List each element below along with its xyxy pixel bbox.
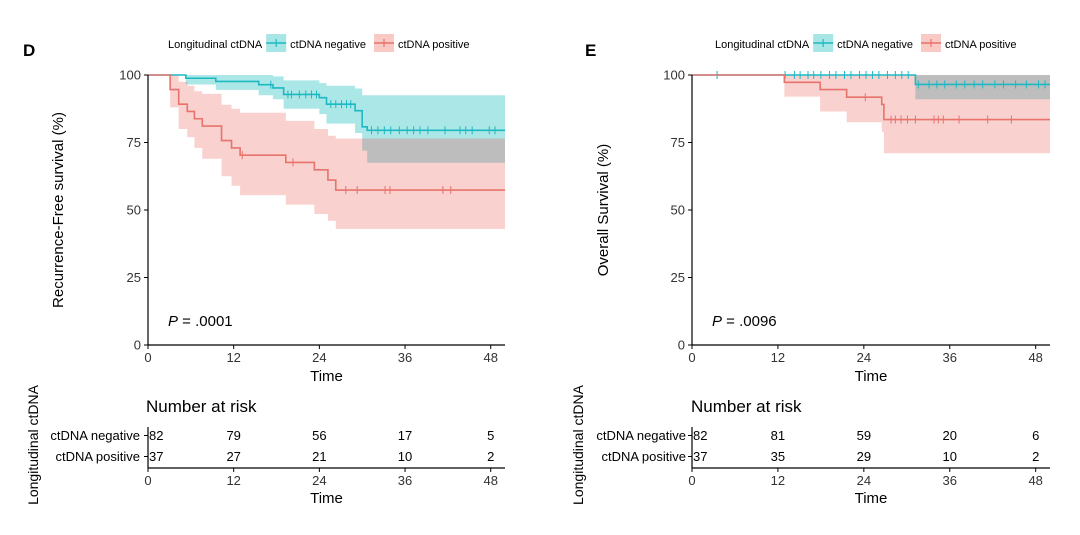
x-tick-label: 0 — [688, 350, 695, 365]
x-tick-label: 48 — [483, 350, 497, 365]
risk-count: 82 — [149, 428, 163, 443]
y-axis-title: Recurrence-Free survival (%) — [50, 112, 67, 308]
km-curve-positive — [148, 74, 505, 191]
risk-x-tick-label: 48 — [483, 473, 497, 488]
risk-strata-title: Longitudinal ctDNA — [25, 384, 41, 505]
risk-count: 2 — [487, 449, 494, 464]
risk-row-label: ctDNA negative — [596, 428, 686, 443]
risk-x-tick-label: 0 — [688, 473, 695, 488]
y-tick-label: 75 — [671, 135, 685, 150]
risk-table-title: Number at risk — [146, 397, 257, 416]
risk-x-tick-label: 36 — [398, 473, 412, 488]
panel-d: D Longitudinal ctDNA ctDNA negative ctDNA p… — [23, 34, 505, 507]
ci-band-overlap — [692, 75, 1050, 100]
x-tick-label: 24 — [312, 350, 326, 365]
risk-x-tick-label: 0 — [144, 473, 151, 488]
y-tick-label: 25 — [127, 270, 141, 285]
risk-table: Number at risk Longitudinal ctDNA ctDNA ne… — [25, 384, 505, 507]
panel-letter: E — [585, 41, 596, 60]
y-tick-label: 0 — [134, 338, 141, 353]
risk-x-tick-label: 36 — [943, 473, 957, 488]
legend-entry-0: ctDNA negative — [837, 39, 913, 51]
p-value: P = .0096 — [712, 313, 777, 330]
x-tick-label: 36 — [398, 350, 412, 365]
risk-x-tick-label: 12 — [226, 473, 240, 488]
y-tick-label: 100 — [663, 68, 685, 83]
panel-e: E Longitudinal ctDNA ctDNA negative ctDNA p… — [570, 34, 1050, 507]
y-tick-label: 100 — [119, 68, 141, 83]
legend: Longitudinal ctDNA ctDNA negative ctDNA po… — [168, 34, 470, 52]
risk-table-title: Number at risk — [691, 397, 802, 416]
risk-x-tick-label: 48 — [1028, 473, 1042, 488]
y-tick-label: 25 — [671, 270, 685, 285]
x-tick-label: 0 — [144, 350, 151, 365]
x-axis-title: Time — [310, 368, 343, 385]
km-curve-positive — [692, 74, 1050, 121]
risk-count: 10 — [943, 449, 957, 464]
km-curve-negative — [148, 74, 505, 132]
risk-x-tick-label: 12 — [771, 473, 785, 488]
risk-count: 29 — [857, 449, 871, 464]
x-tick-label: 24 — [857, 350, 871, 365]
panel-letter: D — [23, 41, 35, 60]
risk-count: 20 — [943, 428, 957, 443]
risk-row-label: ctDNA negative — [50, 428, 140, 443]
p-value-label: P — [168, 313, 178, 330]
risk-count: 37 — [149, 449, 163, 464]
legend-title: Longitudinal ctDNA — [715, 39, 810, 51]
risk-count: 6 — [1032, 428, 1039, 443]
x-tick-label: 36 — [943, 350, 957, 365]
risk-count: 27 — [226, 449, 240, 464]
y-tick-label: 50 — [127, 203, 141, 218]
risk-count: 10 — [398, 449, 412, 464]
risk-x-axis-title: Time — [310, 490, 343, 507]
risk-count: 2 — [1032, 449, 1039, 464]
risk-count: 5 — [487, 428, 494, 443]
legend-entry-1: ctDNA positive — [398, 39, 470, 51]
legend-entry-0: ctDNA negative — [290, 39, 366, 51]
risk-count: 17 — [398, 428, 412, 443]
risk-row-label: ctDNA positive — [55, 449, 140, 464]
x-tick-label: 12 — [771, 350, 785, 365]
x-axis-title: Time — [855, 368, 888, 385]
risk-count: 59 — [857, 428, 871, 443]
risk-strata-title: Longitudinal ctDNA — [570, 384, 586, 505]
x-tick-label: 12 — [226, 350, 240, 365]
risk-row-label: ctDNA positive — [601, 449, 686, 464]
risk-x-tick-label: 24 — [857, 473, 871, 488]
y-tick-label: 75 — [127, 135, 141, 150]
risk-count: 21 — [312, 449, 326, 464]
risk-count: 56 — [312, 428, 326, 443]
x-tick-label: 48 — [1028, 350, 1042, 365]
p-value-text: = .0096 — [722, 313, 777, 330]
risk-x-tick-label: 24 — [312, 473, 326, 488]
risk-table: Number at risk Longitudinal ctDNA ctDNA ne… — [570, 384, 1050, 507]
y-tick-label: 0 — [678, 338, 685, 353]
legend-entry-1: ctDNA positive — [945, 39, 1017, 51]
legend: Longitudinal ctDNA ctDNA negative ctDNA po… — [715, 34, 1017, 52]
risk-count: 37 — [693, 449, 707, 464]
legend-title: Longitudinal ctDNA — [168, 39, 263, 51]
risk-count: 81 — [771, 428, 785, 443]
p-value-label: P — [712, 313, 722, 330]
risk-x-axis-title: Time — [855, 490, 888, 507]
risk-count: 35 — [771, 449, 785, 464]
y-axis-title: Overall Survival (%) — [595, 144, 612, 277]
p-value-text: = .0001 — [178, 313, 233, 330]
risk-count: 82 — [693, 428, 707, 443]
y-tick-label: 50 — [671, 203, 685, 218]
p-value: P = .0001 — [168, 313, 233, 330]
risk-count: 79 — [226, 428, 240, 443]
